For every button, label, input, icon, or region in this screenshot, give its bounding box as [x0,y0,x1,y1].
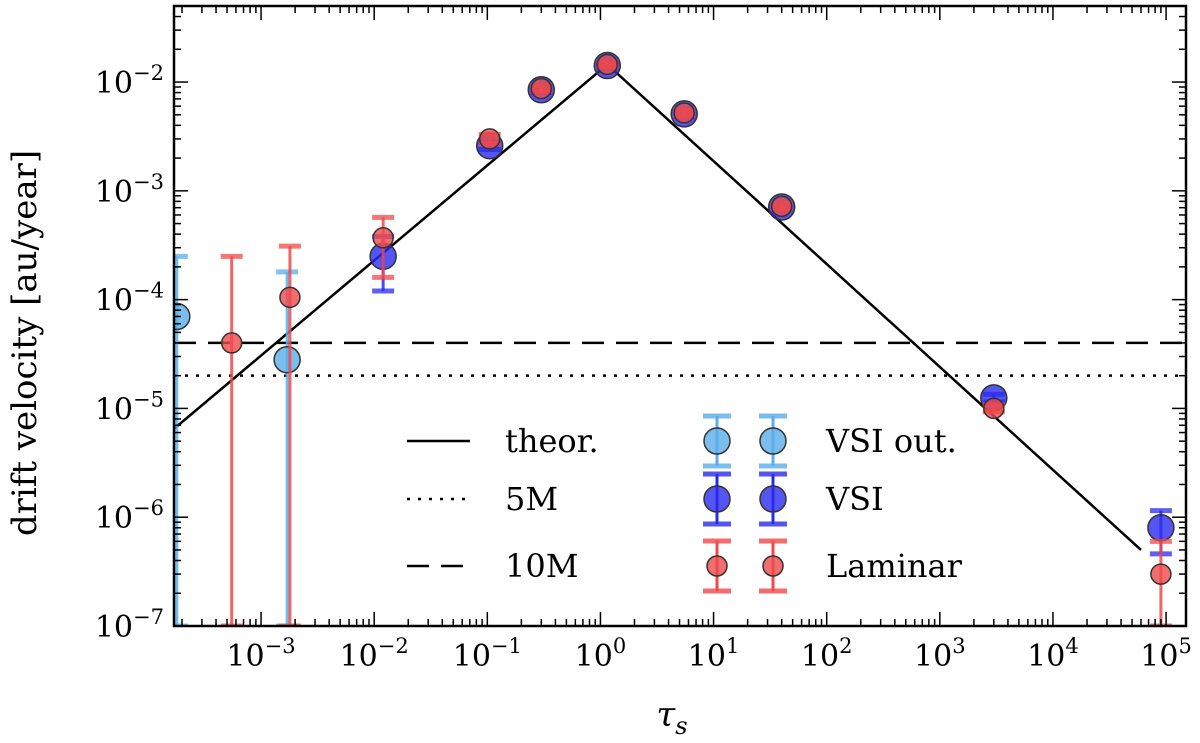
legend-marker [759,485,787,513]
data-point [478,128,501,150]
x-axis-label: τs [656,695,687,740]
legend-marker [706,555,728,577]
legend-label: 10M [505,547,578,585]
legend-marker [703,427,731,455]
theory-line [174,62,1142,551]
x-tick-label: 100 [575,634,627,674]
data-points [174,51,1175,626]
y-tick-label: 10−7 [95,605,164,645]
x-tick-label: 104 [1027,634,1079,674]
data-point [279,286,301,309]
x-tick-label: 105 [1140,634,1192,674]
x-tick-label: 102 [801,634,853,674]
data-point [1147,514,1175,542]
legend-marker [759,427,787,455]
data-point [770,195,793,218]
y-axis-label: drift velocity [au/year] [5,150,45,536]
plot-frame [172,4,1188,628]
axes: 10−3 10−2 10−1 100 101 102 103 104 105 10−7 10−6 10… [95,4,1192,674]
series-laminar [220,53,1172,626]
data-point [273,346,301,374]
y-tick-label: 10−5 [95,387,164,427]
data-point [1150,563,1172,585]
x-tick-label: 10−3 [226,634,295,674]
y-tick-label: 10−4 [95,279,164,319]
y-tick-label: 10−3 [95,170,164,210]
data-point [220,332,243,354]
x-tick-label: 103 [914,634,966,674]
y-tick-label: 10−2 [95,61,164,101]
data-point [530,77,553,100]
legend-label: 5M [505,480,558,518]
y-tick-label: 10−6 [95,496,164,536]
legend-label: VSI [825,480,884,518]
data-point [983,397,1005,420]
reference-lines [174,62,1186,551]
x-axis-label-main: τ [656,695,676,735]
legend: theor. 5M 10M VSI out. VSI Laminar [407,413,963,594]
x-tick-label: 10−1 [453,634,522,674]
legend-marker [703,485,731,513]
legend-label: VSI out. [825,422,957,460]
x-tick-label: 101 [688,634,740,674]
x-axis-label-sub: s [675,712,687,740]
legend-label: theor. [505,422,599,460]
data-point [596,53,619,76]
data-point [372,227,394,249]
legend-label: Laminar [826,547,963,585]
legend-marker [762,555,784,577]
x-tick-label: 10−2 [340,634,409,674]
data-point [673,102,695,124]
